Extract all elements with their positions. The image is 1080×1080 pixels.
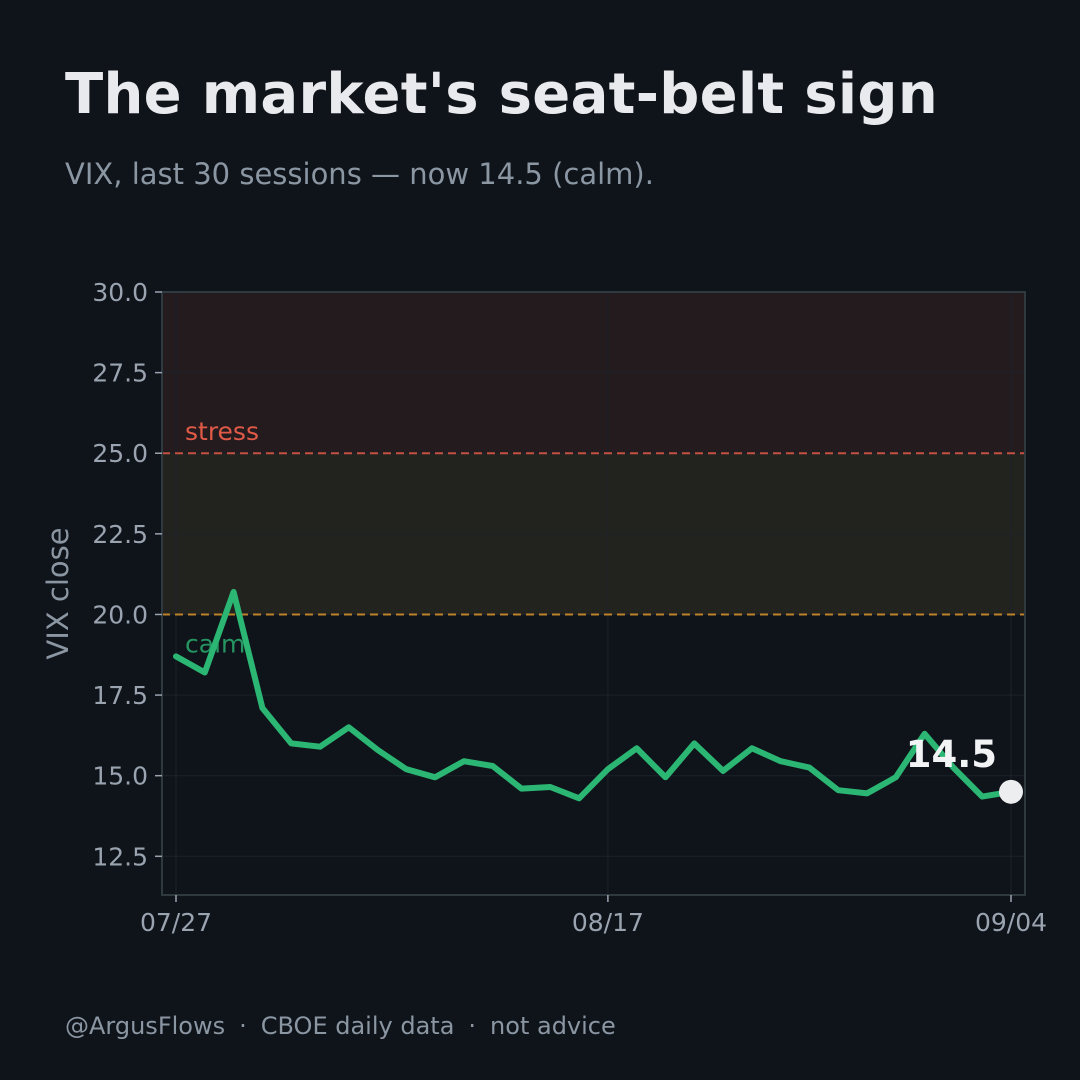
- footer-separator: ·: [468, 1012, 477, 1040]
- footer-handle: @ArgusFlows: [65, 1012, 226, 1040]
- x-tick-label: 07/27: [140, 908, 212, 937]
- last-value-marker: [999, 779, 1023, 804]
- vix-series-line: [173, 588, 1014, 802]
- y-tick-label: 27.5: [92, 359, 148, 388]
- y-tick-label: 15.0: [92, 762, 148, 791]
- footer-source: CBOE daily data: [260, 1012, 455, 1040]
- footer-disclaimer: not advice: [490, 1012, 616, 1040]
- x-tick-label: 08/17: [572, 908, 644, 937]
- chart-subtitle: VIX, last 30 sessions — now 14.5 (calm).: [65, 157, 654, 191]
- x-axis-ticks: 07/27 08/17 09/04: [140, 895, 1047, 937]
- last-value-label: 14.5: [906, 733, 997, 776]
- y-tick-label: 20.0: [92, 600, 148, 629]
- footer-credits: @ArgusFlows · CBOE daily data · not advice: [65, 1012, 616, 1040]
- chart-title: The market's seat-belt sign: [65, 62, 938, 127]
- plot-frame: [161, 291, 1026, 896]
- x-tick-label: 09/04: [975, 908, 1047, 937]
- y-axis-ticks: 12.5 15.0 17.5 20.0 22.5 25.0 27.5 30.0: [92, 278, 162, 871]
- y-tick-label: 25.0: [92, 439, 148, 468]
- y-tick-label: 17.5: [92, 681, 148, 710]
- y-tick-label: 12.5: [92, 842, 148, 871]
- y-tick-label: 22.5: [92, 520, 148, 549]
- series-layer: 14.5: [173, 588, 1023, 804]
- y-tick-label: 30.0: [92, 278, 148, 307]
- y-axis-title: VIX close: [41, 527, 75, 659]
- footer-separator: ·: [239, 1012, 247, 1040]
- stress-label: stress: [185, 417, 259, 446]
